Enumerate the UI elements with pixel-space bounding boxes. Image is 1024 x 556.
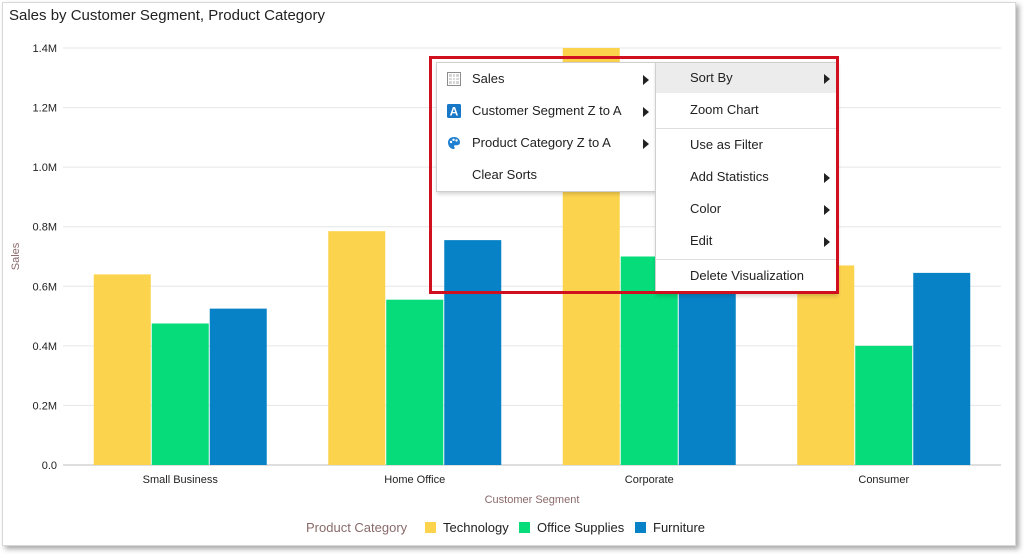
- menu-item-label: Add Statistics: [690, 169, 769, 184]
- legend-swatch: [519, 522, 530, 533]
- y-tick-label: 0.8M: [33, 222, 57, 234]
- x-tick-label: Consumer: [858, 474, 909, 486]
- menu-item-label: Delete Visualization: [690, 268, 804, 283]
- menu-item-label: Sort By: [690, 70, 733, 85]
- menu-item-sort-by[interactable]: Sort By: [656, 63, 836, 93]
- menu-item-label: Use as Filter: [690, 137, 763, 152]
- y-tick-label: 0.4M: [33, 341, 57, 353]
- menu-item-add-statistics[interactable]: Add Statistics: [656, 162, 836, 192]
- x-axis-label: Customer Segment: [485, 494, 580, 506]
- menu-item-label: Customer Segment Z to A: [472, 103, 622, 118]
- y-tick-label: 1.0M: [33, 162, 57, 174]
- menu-item-use-as-filter[interactable]: Use as Filter: [656, 130, 836, 160]
- context-menu: Sort By Zoom Chart Use as Filter Add Sta…: [655, 62, 837, 294]
- y-tick-label: 1.2M: [33, 103, 57, 115]
- menu-item-label: Sales: [472, 71, 505, 86]
- palette-icon: [448, 137, 460, 149]
- menu-item-zoom-chart[interactable]: Zoom Chart: [656, 95, 836, 125]
- x-tick-label: Home Office: [384, 474, 445, 486]
- menu-item-label: Clear Sorts: [472, 167, 538, 182]
- bar[interactable]: [678, 293, 736, 465]
- submenu-arrow-icon: [643, 75, 649, 85]
- bar[interactable]: [209, 308, 267, 465]
- bar[interactable]: [797, 265, 855, 465]
- menu-separator: [656, 259, 836, 260]
- table-icon: [447, 72, 461, 86]
- legend-item-label[interactable]: Office Supplies: [537, 520, 625, 535]
- menu-item-label: Color: [690, 201, 722, 216]
- submenu-arrow-icon: [824, 205, 830, 215]
- submenu-arrow-icon: [643, 139, 649, 149]
- submenu-arrow-icon: [643, 107, 649, 117]
- bar[interactable]: [444, 240, 502, 465]
- menu-item-sort-customer-segment[interactable]: A Customer Segment Z to A: [437, 96, 655, 126]
- y-tick-label: 0.6M: [33, 281, 57, 293]
- chart-title: Sales by Customer Segment, Product Categ…: [9, 7, 325, 24]
- legend-title: Product Category: [306, 520, 408, 535]
- menu-item-sort-product-category[interactable]: Product Category Z to A: [437, 128, 655, 158]
- bar[interactable]: [386, 299, 444, 465]
- legend-swatch: [635, 522, 646, 533]
- sort-submenu: Sales A Customer Segment Z to A Product …: [436, 62, 656, 192]
- menu-item-color[interactable]: Color: [656, 194, 836, 224]
- submenu-arrow-icon: [824, 74, 830, 84]
- text-a-icon: A: [447, 104, 461, 118]
- legend-swatch: [425, 522, 436, 533]
- menu-separator: [656, 128, 836, 129]
- bar[interactable]: [93, 274, 151, 465]
- menu-item-delete-visualization[interactable]: Delete Visualization: [656, 261, 836, 291]
- svg-text:A: A: [450, 105, 459, 119]
- menu-item-label: Edit: [690, 233, 713, 248]
- y-tick-label: 0.0: [42, 460, 57, 472]
- y-axis-label: Sales: [10, 242, 22, 270]
- y-tick-label: 1.4M: [33, 43, 57, 55]
- bar[interactable]: [855, 345, 913, 465]
- bar[interactable]: [151, 323, 209, 465]
- bar[interactable]: [913, 272, 971, 465]
- x-tick-label: Small Business: [143, 474, 219, 486]
- y-tick-label: 0.2M: [33, 400, 57, 412]
- menu-item-edit[interactable]: Edit: [656, 226, 836, 256]
- menu-item-sort-sales[interactable]: Sales: [437, 64, 655, 94]
- menu-item-clear-sorts[interactable]: Clear Sorts: [437, 160, 655, 190]
- submenu-arrow-icon: [824, 237, 830, 247]
- menu-item-label: Product Category Z to A: [472, 135, 611, 150]
- menu-item-label: Zoom Chart: [690, 102, 759, 117]
- bar[interactable]: [328, 231, 386, 465]
- legend-item-label[interactable]: Technology: [443, 520, 509, 535]
- x-tick-label: Corporate: [625, 474, 674, 486]
- submenu-arrow-icon: [824, 173, 830, 183]
- legend-item-label[interactable]: Furniture: [653, 520, 705, 535]
